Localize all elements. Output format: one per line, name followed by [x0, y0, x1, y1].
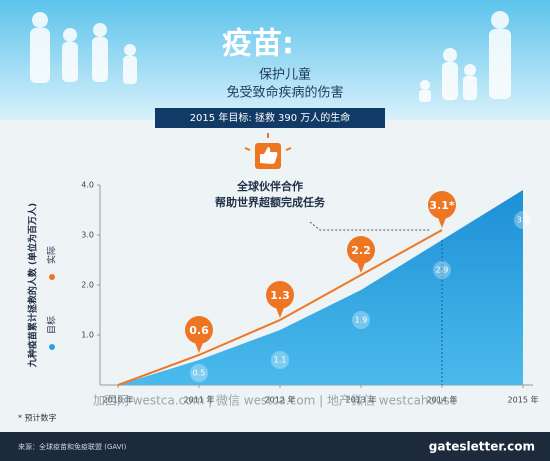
annotation: 帮助世界超额完成任务: [215, 195, 326, 209]
target-value-label: 1.9: [355, 316, 368, 325]
silhouettes: [30, 11, 511, 102]
subtitle: 保护儿童: [259, 67, 311, 83]
x-tick-label: 2010 年: [103, 395, 134, 405]
subtitle: 免受致命疾病的伤害: [226, 85, 343, 101]
site: gatesletter.com: [429, 440, 535, 454]
target-area: [118, 190, 523, 385]
legend-label: 实际: [46, 246, 58, 264]
actual-value-label: 1.3: [270, 289, 290, 302]
target-value-label: 3.9: [517, 216, 530, 225]
y-tick-label: 2.0: [81, 281, 94, 290]
source: 来源：全球疫苗和免疫联盟 (GAVI): [18, 442, 127, 451]
actual-value-label: 3.1*: [429, 199, 454, 212]
target-label-bg: [190, 364, 208, 382]
actual-marker: [185, 316, 213, 344]
legend-label: 目标: [46, 316, 58, 334]
x-tick-label: 2013 年: [346, 395, 377, 405]
target-value-label: 2.9: [436, 266, 449, 275]
callout-line: [309, 221, 430, 231]
header-bg: [0, 0, 550, 120]
actual-marker: [428, 191, 456, 219]
title: 疫苗:: [222, 27, 294, 62]
x-tick-label: 2014 年: [427, 395, 458, 405]
actual-marker: [266, 281, 294, 309]
legend-marker: [49, 344, 55, 350]
y-tick-label: 1.0: [81, 331, 94, 340]
target-label-bg: [271, 351, 289, 369]
banner: [155, 108, 385, 128]
target-label-bg: [514, 211, 532, 229]
y-tick-label: 4.0: [81, 181, 94, 190]
thumbs-up: [244, 133, 292, 169]
actual-value-label: 0.6: [189, 324, 209, 337]
actual-value-label: 2.2: [351, 244, 371, 257]
target-label-bg: [433, 261, 451, 279]
annotation: 全球伙伴合作: [236, 179, 303, 193]
footnote: * 预计数字: [18, 413, 57, 423]
footer-bar: [0, 432, 550, 461]
x-tick-label: 2012 年: [265, 395, 296, 405]
legend-marker: [49, 274, 55, 280]
x-tick-label: 2015 年: [508, 395, 539, 405]
y-axis-label: 九种疫苗累计拯救的人数 (单位为百万人): [27, 203, 39, 368]
actual-marker: [347, 236, 375, 264]
target-label-bg: [352, 311, 370, 329]
watermark: 加西网 westca.com | 微信 westca.com | 地产微信 we…: [93, 394, 457, 408]
goal-banner: 2015 年目标: 拯救 390 万人的生命: [190, 111, 351, 124]
y-tick-label: 3.0: [81, 231, 94, 240]
actual-line: [117, 229, 443, 386]
target-value-label: 1.1: [274, 356, 287, 365]
x-tick-label: 2011 年: [184, 395, 215, 405]
target-value-label: 0.5: [193, 369, 206, 378]
